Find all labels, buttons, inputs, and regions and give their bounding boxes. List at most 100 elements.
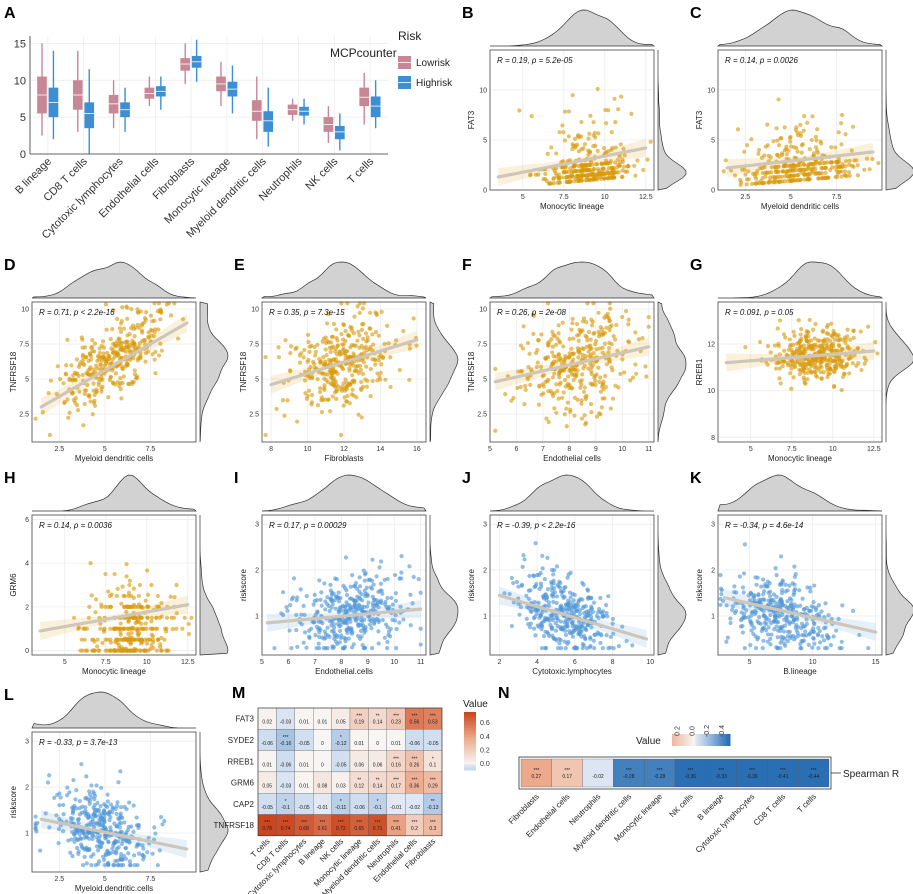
strip-colorbar-segment [721,734,724,746]
data-point [783,582,788,587]
data-point [84,861,89,866]
x-density-curve [489,474,654,512]
heatmap-cell-value: 0.03 [336,784,346,790]
data-point [582,363,588,368]
data-point [80,648,85,653]
strip-cell-value: -0.28 [654,774,666,780]
data-point [558,606,563,611]
data-point [103,853,108,858]
heatmap-cell-value: 0 [321,741,324,747]
data-point [355,338,360,343]
data-point [586,595,592,600]
data-point [802,380,807,386]
data-point [841,371,847,376]
data-point [348,345,353,350]
x-tick-label: 10 [618,446,626,453]
data-point [90,836,95,842]
data-point [830,358,835,364]
data-point [87,789,92,794]
data-point [592,130,597,135]
data-point [155,863,160,868]
legend-label-lowrisk: Lowrisk [416,58,451,69]
data-point [80,352,86,357]
data-point [851,328,856,333]
heatmap-cell-value: 0.41 [391,826,401,832]
data-point [583,636,588,641]
data-point [350,630,355,635]
data-point [541,391,546,396]
data-point [92,392,97,398]
strip-cell-stars: *** [626,768,632,774]
data-point [127,349,133,355]
data-point [354,618,359,623]
strip-col-label: Cytotoxic lymphocytes [694,792,757,855]
data-point [788,371,793,376]
data-point [76,625,82,630]
data-point [516,369,521,374]
data-point [742,646,747,651]
data-point [533,633,538,638]
data-point [587,177,593,182]
data-point [537,586,542,592]
y-tick-label: 10 [707,388,715,395]
x-tick-label: 12.5 [181,659,195,666]
data-point [354,369,359,374]
data-point [124,609,129,614]
colorbar-segment [464,730,476,733]
data-point [843,164,848,169]
data-point [99,785,104,790]
data-point [800,596,805,601]
data-point [364,364,369,369]
data-point [740,630,746,635]
data-point [820,328,826,333]
data-point [124,562,129,567]
data-point [765,579,770,584]
data-point [780,363,785,369]
data-point [564,424,569,429]
data-point [74,787,79,793]
data-point [797,588,802,593]
heatmap-cell [331,750,351,773]
data-point [581,168,587,173]
heatmap-cell-stars: *** [283,735,289,741]
data-point [794,622,799,628]
y-density-curve [429,301,459,443]
data-point [302,612,307,617]
data-point [350,387,355,392]
data-point [621,146,626,151]
heatmap-cell [257,793,277,815]
x-tick-label: 9 [594,446,598,453]
x-tick-label: 5 [748,659,752,666]
data-point [825,636,831,641]
data-point [817,349,822,355]
data-point [82,391,87,396]
panel-a-x-tick: T cells [345,155,376,186]
data-point [138,641,144,646]
data-point [91,400,97,405]
data-point [360,371,366,377]
data-point [768,621,774,626]
heatmap-cell-stars: *** [356,714,362,720]
data-point [62,400,67,406]
x-tick-label: 7 [541,446,545,453]
data-point [151,333,157,339]
data-point [586,329,592,335]
data-point [862,167,867,172]
heatmap-cell-value: 0.72 [336,826,346,832]
data-point [550,361,555,366]
y-tick-label: 5 [483,138,487,145]
data-point [581,389,587,394]
data-point [372,357,377,362]
data-point [76,820,81,826]
data-point [809,166,814,172]
data-point [774,604,779,609]
data-point [870,156,875,162]
data-point [529,609,534,614]
data-point [570,93,575,98]
data-point [855,173,861,178]
data-point [344,384,349,389]
colorbar-segment [464,765,476,768]
data-point [634,371,639,376]
data-point [108,825,113,830]
data-point [816,171,821,176]
